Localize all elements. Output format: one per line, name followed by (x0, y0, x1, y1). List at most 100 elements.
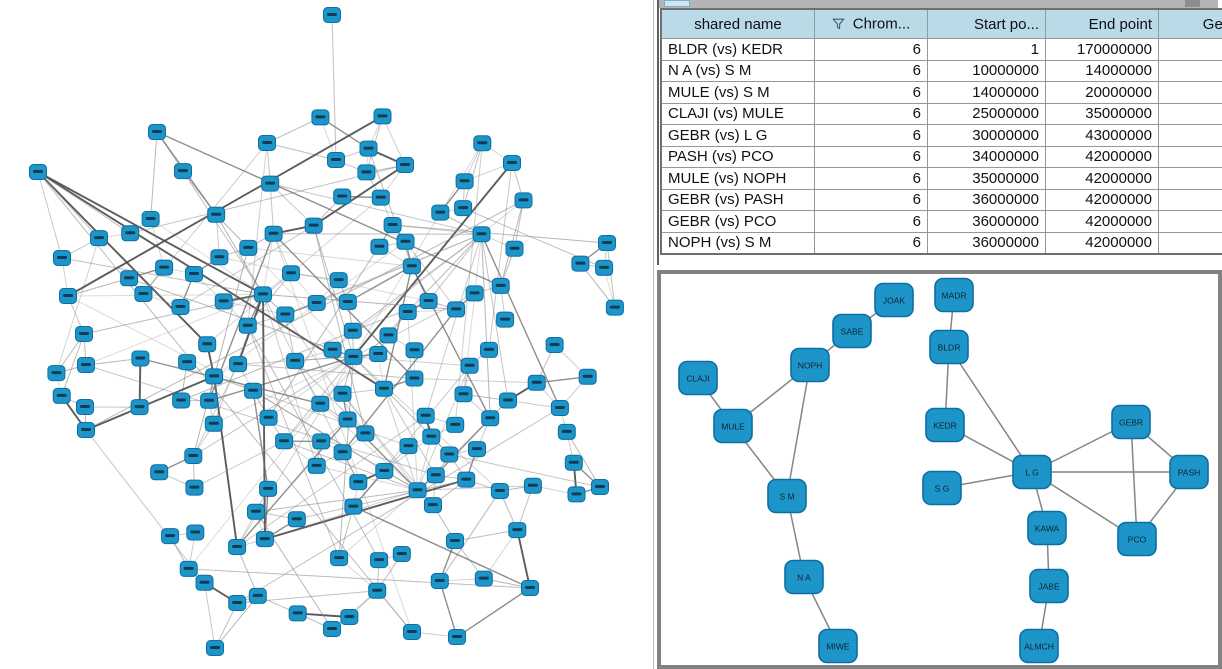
network-node[interactable] (422, 428, 441, 445)
network-node[interactable] (248, 587, 267, 604)
network-node-pash[interactable]: PASH (1169, 454, 1209, 490)
cell-shared-name[interactable]: MULE (vs) NOPH (660, 167, 815, 190)
table-row[interactable]: GEBR (vs) PASH636000000420000008.9 (660, 188, 1222, 211)
network-node[interactable] (545, 337, 564, 353)
network-node-claji[interactable]: CLAJI (678, 360, 718, 396)
network-node[interactable] (131, 350, 150, 367)
network-node[interactable] (304, 217, 323, 234)
network-node[interactable] (259, 409, 278, 426)
network-node[interactable] (276, 306, 295, 323)
table-row[interactable]: PASH (vs) PCO6340000004200000011.4 (660, 145, 1222, 168)
filtered-network-canvas[interactable]: JOAK SABE NOPH CLAJI MULE S M N A MIWE MADR BLDR K… (661, 274, 1218, 665)
network-node-madr[interactable]: MADR (934, 277, 974, 313)
network-node-noph[interactable]: NOPH (790, 347, 830, 383)
network-node[interactable] (371, 189, 390, 206)
network-node-jabe[interactable]: JABE (1029, 568, 1069, 604)
network-node[interactable] (598, 235, 616, 251)
network-node[interactable] (402, 258, 421, 275)
network-node[interactable] (275, 433, 294, 450)
network-node[interactable] (254, 286, 272, 303)
network-node[interactable] (204, 415, 223, 432)
network-node[interactable] (130, 399, 149, 416)
cell-value[interactable]: 6 (814, 210, 928, 233)
network-node-joak[interactable]: JOAK (874, 282, 914, 318)
network-node[interactable] (307, 295, 326, 311)
cell-value[interactable]: 14000000 (927, 81, 1046, 104)
network-node[interactable] (264, 225, 283, 242)
network-node[interactable] (186, 524, 205, 541)
network-node-pco[interactable]: PCO (1117, 521, 1157, 557)
cell-value[interactable]: 5.9 (1158, 102, 1222, 125)
network-node[interactable] (172, 392, 191, 409)
network-node[interactable] (557, 423, 576, 440)
network-node[interactable] (431, 204, 450, 221)
network-node[interactable] (405, 342, 424, 359)
network-node[interactable] (508, 522, 527, 539)
network-node[interactable] (185, 266, 203, 282)
network-node[interactable] (455, 173, 474, 190)
column-header-endpoint[interactable]: End point (1045, 8, 1159, 39)
column-header-chrom[interactable]: Chrom... (814, 8, 928, 39)
network-node[interactable] (496, 311, 515, 328)
filtered-network-panel[interactable]: JOAK SABE NOPH CLAJI MULE S M N A MIWE MADR BLDR K… (657, 270, 1222, 669)
network-node[interactable] (416, 407, 435, 424)
network-node-mule[interactable]: MULE (713, 408, 753, 444)
network-node[interactable] (591, 479, 609, 495)
cell-shared-name[interactable]: BLDR (vs) KEDR (660, 38, 815, 61)
network-node[interactable] (399, 438, 418, 455)
network-node[interactable] (430, 573, 449, 589)
network-node[interactable] (288, 605, 307, 622)
cell-value[interactable]: 8.4 (1158, 210, 1222, 233)
network-node[interactable] (405, 370, 424, 387)
network-node[interactable] (446, 416, 465, 433)
table-row[interactable]: N A (vs) S M610000000140000006.6 (660, 59, 1222, 82)
column-header-startpo[interactable]: Start po... (927, 8, 1046, 39)
network-node[interactable] (323, 621, 341, 637)
network-node[interactable] (59, 288, 77, 304)
network-node[interactable] (333, 188, 352, 205)
network-node[interactable] (379, 327, 398, 344)
network-node[interactable] (323, 341, 342, 358)
network-node[interactable] (261, 175, 280, 192)
network-node-lg[interactable]: L G (1012, 454, 1052, 490)
cell-value[interactable]: 25000000 (927, 102, 1046, 125)
network-node[interactable] (312, 433, 331, 450)
filter-funnel-icon[interactable] (832, 18, 845, 30)
network-node[interactable] (491, 277, 510, 294)
cell-value[interactable]: 11.4 (1158, 145, 1222, 168)
network-node[interactable] (184, 448, 203, 464)
network-node[interactable] (155, 259, 174, 276)
network-node-na[interactable]: N A (784, 559, 824, 595)
network-node[interactable] (307, 457, 326, 474)
cell-value[interactable]: 6 (814, 102, 928, 125)
network-node[interactable] (333, 385, 352, 402)
network-node[interactable] (247, 503, 265, 520)
table-row[interactable]: MULE (vs) S M614000000200000007.5 (660, 81, 1222, 104)
cell-value[interactable]: 10.5 (1158, 167, 1222, 190)
cell-shared-name[interactable]: MULE (vs) S M (660, 81, 815, 104)
network-node[interactable] (311, 109, 330, 126)
network-node[interactable] (287, 511, 306, 528)
cell-value[interactable]: 42000000 (1045, 145, 1159, 168)
cell-value[interactable]: 42000000 (1045, 231, 1159, 255)
network-node[interactable] (327, 152, 345, 168)
cell-value[interactable]: 6 (814, 59, 928, 82)
cell-value[interactable]: 170000000 (1045, 38, 1159, 61)
network-node[interactable] (205, 368, 224, 385)
cell-value[interactable]: 6 (814, 81, 928, 104)
network-node[interactable] (141, 211, 160, 227)
cell-value[interactable]: 10000000 (927, 59, 1046, 82)
cell-value[interactable]: 1 (927, 38, 1046, 61)
network-node[interactable] (499, 392, 517, 409)
network-node[interactable] (174, 163, 192, 180)
network-node[interactable] (134, 286, 153, 302)
cell-shared-name[interactable]: NOPH (vs) S M (660, 231, 815, 255)
table-row[interactable]: CLAJI (vs) MULE625000000350000005.9 (660, 102, 1222, 125)
cell-value[interactable]: 8.9 (1158, 188, 1222, 211)
network-node[interactable] (550, 400, 569, 416)
network-node[interactable] (238, 317, 257, 334)
network-node[interactable] (338, 294, 357, 310)
cell-value[interactable]: 9.9 (1158, 231, 1222, 255)
network-node[interactable] (448, 629, 466, 645)
network-node[interactable] (185, 479, 204, 496)
